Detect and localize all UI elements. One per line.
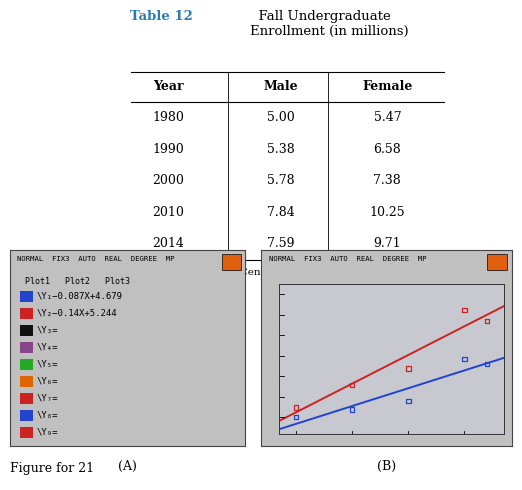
Point <box>348 381 357 389</box>
Text: 2000: 2000 <box>152 174 184 187</box>
Text: \Y₃=: \Y₃= <box>37 325 58 335</box>
Point <box>483 360 491 368</box>
Point <box>460 306 469 314</box>
Bar <box>20 308 33 319</box>
Text: Female: Female <box>362 80 412 93</box>
Text: 6.58: 6.58 <box>373 143 401 155</box>
Text: 5.00: 5.00 <box>267 111 295 124</box>
Text: \Y₈=: \Y₈= <box>37 411 58 420</box>
Text: 2014: 2014 <box>152 237 184 250</box>
Bar <box>20 427 33 438</box>
Text: 5.38: 5.38 <box>267 143 295 155</box>
Text: (B): (B) <box>377 460 396 473</box>
Text: 10.25: 10.25 <box>370 206 405 219</box>
Bar <box>20 393 33 404</box>
Bar <box>20 342 33 353</box>
Text: 2010: 2010 <box>152 206 184 219</box>
Text: \Y₄=: \Y₄= <box>37 343 58 352</box>
Text: Male: Male <box>264 80 298 93</box>
Text: (A): (A) <box>118 460 137 473</box>
Point <box>404 365 412 372</box>
Text: 1990: 1990 <box>152 143 184 155</box>
Bar <box>20 325 33 336</box>
Text: Year: Year <box>153 80 183 93</box>
Point <box>404 397 412 405</box>
Text: 7.84: 7.84 <box>267 206 295 219</box>
Text: 7.38: 7.38 <box>373 174 401 187</box>
Text: \Y₉=: \Y₉= <box>37 428 58 437</box>
Bar <box>487 254 506 270</box>
Text: Fall Undergraduate
Enrollment (in millions): Fall Undergraduate Enrollment (in millio… <box>250 10 408 38</box>
Bar <box>20 291 33 302</box>
Bar <box>20 411 33 421</box>
Text: Figure for 21: Figure for 21 <box>10 462 94 475</box>
Text: 1980: 1980 <box>152 111 184 124</box>
Point <box>483 317 491 325</box>
Point <box>460 355 469 363</box>
Text: NORMAL  FIX3  AUTO  REAL  DEGREE  MP: NORMAL FIX3 AUTO REAL DEGREE MP <box>268 256 426 262</box>
Bar <box>20 376 33 387</box>
Text: \Y₂−0.14X+5.244: \Y₂−0.14X+5.244 <box>37 309 117 318</box>
Point <box>292 414 300 421</box>
Bar <box>10 250 245 273</box>
Text: 9.71: 9.71 <box>374 237 401 250</box>
Point <box>292 404 300 412</box>
Point <box>348 406 357 414</box>
Bar <box>222 254 241 270</box>
Text: Plot1   Plot2   Plot3: Plot1 Plot2 Plot3 <box>25 277 129 286</box>
Text: 5.47: 5.47 <box>374 111 401 124</box>
Text: 7.59: 7.59 <box>267 237 294 250</box>
Bar <box>20 359 33 370</box>
Text: Table 12: Table 12 <box>130 10 193 23</box>
Text: NORMAL  FIX3  AUTO  REAL  DEGREE  MP: NORMAL FIX3 AUTO REAL DEGREE MP <box>17 256 175 262</box>
Text: \Y₁−0.087X+4.679: \Y₁−0.087X+4.679 <box>37 292 122 300</box>
Text: \Y₆=: \Y₆= <box>37 377 58 386</box>
Text: 5.78: 5.78 <box>267 174 294 187</box>
Text: National Center for Education
Statistics: National Center for Education Statistics <box>188 268 351 287</box>
Text: \Y₇=: \Y₇= <box>37 394 58 403</box>
Text: Source:: Source: <box>130 268 171 277</box>
Text: \Y₅=: \Y₅= <box>37 360 58 368</box>
